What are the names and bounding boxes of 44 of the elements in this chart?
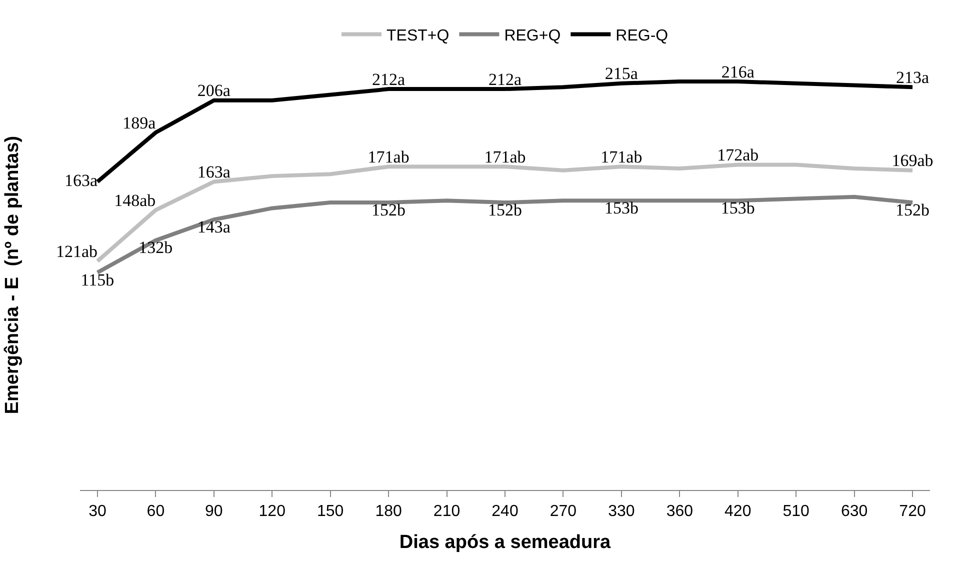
x-tick-label: 30 [88, 503, 106, 520]
legend-label: REG-Q [616, 28, 668, 45]
x-tick-label: 630 [840, 503, 868, 520]
x-tick-label: 150 [316, 503, 344, 520]
data-label: 121ab [56, 242, 98, 261]
data-label: 152b [372, 200, 406, 220]
x-tick-label: 420 [724, 503, 752, 520]
x-tick-label: 210 [433, 503, 460, 520]
data-label: 212a [372, 70, 406, 89]
data-label: 153b [720, 198, 755, 218]
data-label: 172ab [717, 145, 759, 164]
x-tick-label: 60 [146, 503, 165, 520]
y-axis-title: Emergência - E (nº de plantas) [2, 136, 23, 414]
data-label: 163a [197, 162, 231, 182]
x-tick-label: 240 [492, 503, 518, 520]
x-tick-label: 270 [550, 503, 577, 520]
x-tick-label: 90 [205, 503, 223, 520]
data-label: 189a [122, 113, 156, 132]
data-label: 153b [604, 198, 638, 218]
data-label: 206a [197, 81, 231, 100]
data-label: 215a [604, 64, 638, 84]
data-label: 169ab [892, 151, 934, 170]
x-axis-title: Dias após a semeadura [399, 532, 612, 553]
data-label: 216a [721, 62, 755, 82]
data-label: 143a [197, 217, 231, 236]
legend-label: TEST+Q [386, 28, 450, 45]
legend-label: REG+Q [504, 28, 561, 45]
data-label: 212a [488, 70, 522, 89]
data-label: 171ab [484, 147, 526, 166]
data-label: 152b [488, 200, 522, 220]
data-label: 213a [896, 68, 930, 87]
x-tick-label: 330 [608, 503, 635, 520]
data-label: 171ab [368, 147, 410, 166]
data-label: 163a [64, 170, 98, 190]
x-tick-label: 360 [666, 503, 694, 520]
x-tick-label: 510 [782, 503, 810, 520]
x-tick-label: 720 [899, 503, 926, 520]
x-tick-label: 120 [258, 503, 286, 520]
data-label: 171ab [600, 147, 642, 166]
data-label: 115b [80, 270, 114, 290]
data-label: 132b [138, 238, 173, 258]
x-tick-label: 180 [375, 503, 402, 520]
data-label: 152b [896, 200, 930, 220]
data-label: 148ab [114, 190, 156, 210]
